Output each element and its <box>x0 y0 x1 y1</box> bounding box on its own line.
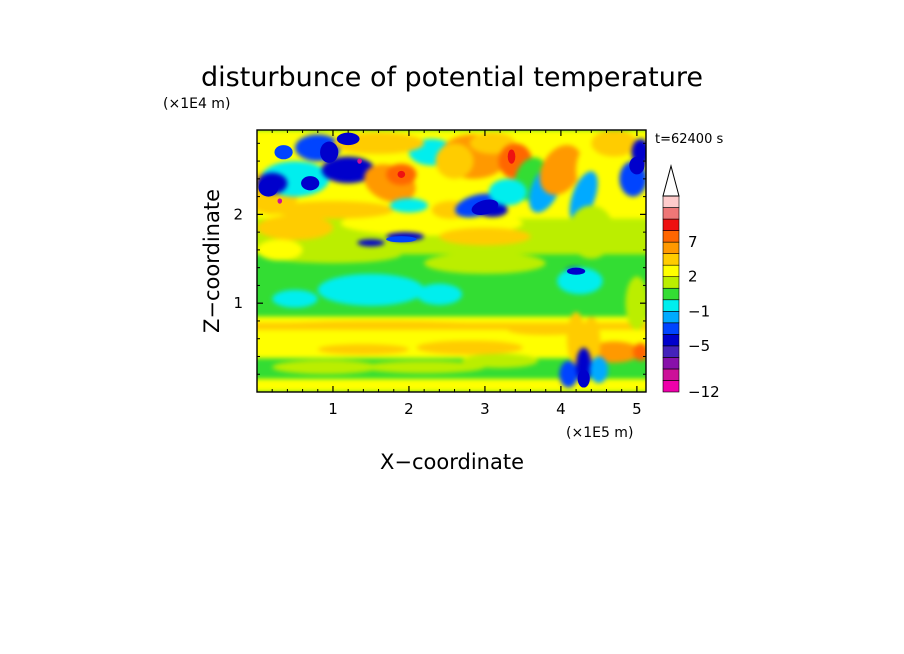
colorbar-swatch <box>662 299 680 312</box>
contour-region <box>629 156 645 175</box>
contour-region <box>274 145 293 160</box>
contour-region <box>424 252 546 274</box>
contour-region <box>357 158 362 164</box>
contour-region <box>336 132 360 146</box>
contour-region <box>363 360 485 374</box>
colorbar-swatch <box>662 276 680 289</box>
y-tick-label: 2 <box>233 205 243 223</box>
colorbar-swatch <box>662 230 680 243</box>
contour-region <box>258 178 279 197</box>
contour-region <box>272 289 318 308</box>
colorbar-swatch <box>662 322 680 335</box>
contour-region <box>625 276 646 330</box>
colorbar-swatch <box>662 218 680 231</box>
colorbar-tick-label: −5 <box>688 337 710 355</box>
contour-region <box>439 227 531 246</box>
colorbar-swatch <box>662 287 680 301</box>
contour-region <box>389 198 428 213</box>
contour-region <box>257 239 303 261</box>
y-scale-label: (×1E4 m) <box>163 96 230 112</box>
colorbar-tick-label: 2 <box>688 268 698 286</box>
colorbar-tick-label: 7 <box>688 233 698 251</box>
contour-region <box>577 369 590 388</box>
contour-region <box>507 324 584 336</box>
contour-region <box>257 215 333 241</box>
plot-area <box>257 130 646 392</box>
colorbar-extend-arrow <box>662 164 680 197</box>
colorbar-swatch <box>662 368 680 381</box>
colorbar-tick-label: −12 <box>688 383 720 401</box>
colorbar-swatch <box>662 345 680 358</box>
contour-region <box>569 171 598 222</box>
colorbar-tick-label: −1 <box>688 302 710 320</box>
x-tick-label: 3 <box>480 400 490 418</box>
contour-region <box>557 267 603 295</box>
contour-region <box>435 143 474 179</box>
contour-region <box>539 145 583 195</box>
contour-region <box>633 343 646 361</box>
colorbar-swatch <box>662 357 680 370</box>
contour-region <box>416 340 523 355</box>
contour-region <box>272 360 379 375</box>
colorbar-swatch <box>662 310 680 324</box>
chart-title: disturbunce of potential temperature <box>201 62 703 93</box>
contour-region <box>317 273 425 306</box>
contour-region <box>397 170 406 178</box>
colorbar-swatch <box>662 195 680 208</box>
contour-region <box>317 344 409 355</box>
contour-region <box>568 205 615 259</box>
contour-region <box>357 239 385 247</box>
contour-region <box>386 236 417 243</box>
y-axis-label: Z−coordinate <box>200 189 224 333</box>
time-label: t=62400 s <box>655 132 723 147</box>
colorbar-swatch <box>662 207 680 220</box>
x-scale-label: (×1E5 m) <box>566 425 633 441</box>
contour-region <box>462 353 539 369</box>
x-tick-label: 1 <box>328 400 338 418</box>
contour-region <box>320 141 339 163</box>
plot-frame <box>256 129 647 393</box>
x-tick-label: 5 <box>632 400 642 418</box>
contour-region <box>272 320 485 330</box>
contour-region <box>591 130 637 157</box>
y-axis-ticks: 12 <box>233 142 646 375</box>
colorbar: 7 2 −1 −5 −12 <box>662 164 720 401</box>
colorbar-swatch <box>662 264 680 278</box>
x-axis-label: X−coordinate <box>380 450 524 474</box>
contour-region <box>488 178 527 206</box>
x-axis-ticks: 1 2 3 4 5 <box>271 130 642 418</box>
contour-band <box>257 378 646 392</box>
colorbar-swatch <box>662 253 680 266</box>
contour-region <box>507 149 516 164</box>
x-tick-label: 2 <box>404 400 414 418</box>
contour-region <box>321 156 375 184</box>
contour-region <box>566 267 586 275</box>
contour-region <box>272 201 394 219</box>
contour-region <box>589 356 609 384</box>
colorbar-swatch <box>662 380 680 393</box>
contour-region <box>471 199 499 215</box>
colorbar-swatch <box>662 334 680 347</box>
x-tick-label: 4 <box>556 400 566 418</box>
contour-region <box>416 283 463 305</box>
y-tick-label: 1 <box>233 294 243 312</box>
colorbar-swatch <box>662 241 680 254</box>
contour-region <box>277 198 283 204</box>
contour-region <box>559 360 578 388</box>
contour-region <box>301 176 320 191</box>
